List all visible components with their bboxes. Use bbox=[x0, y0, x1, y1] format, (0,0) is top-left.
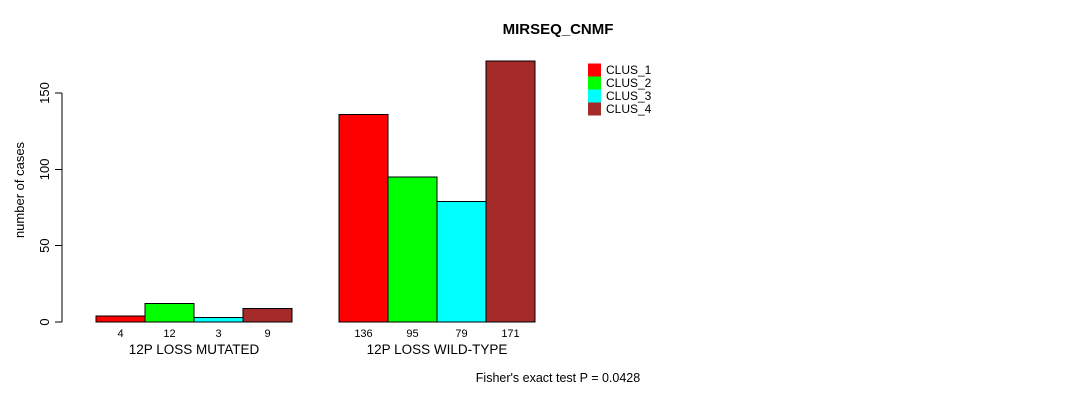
bar-value-label: 79 bbox=[455, 328, 467, 340]
plot-area: 0 50 100 150 4 12 3 9 12P LOSS MUTATED 136 95 79 171… bbox=[37, 60, 536, 357]
bar-value-label: 171 bbox=[501, 328, 519, 340]
bar-value-label: 4 bbox=[117, 328, 123, 340]
legend-swatch-CLUS_4 bbox=[588, 102, 601, 116]
bar-CLUS_1 bbox=[338, 113, 389, 323]
legend-label: CLUS_3 bbox=[606, 89, 652, 103]
bar-value-label: 12 bbox=[163, 328, 175, 340]
bar-CLUS_3 bbox=[436, 200, 487, 323]
bar-CLUS_4 bbox=[485, 60, 536, 323]
chart-title: MIRSEQ_CNMF bbox=[503, 21, 614, 38]
bar-CLUS_2 bbox=[144, 303, 195, 323]
bar-value-label: 9 bbox=[264, 328, 270, 340]
bar-value-label: 3 bbox=[215, 328, 221, 340]
legend-label: CLUS_2 bbox=[606, 76, 652, 90]
y-axis-title: number of cases bbox=[12, 141, 27, 238]
y-tick-label: 150 bbox=[37, 82, 52, 104]
fisher-note: Fisher's exact test P = 0.0428 bbox=[476, 371, 640, 385]
bar-value-label: 95 bbox=[406, 328, 418, 340]
bar-CLUS_1 bbox=[95, 315, 146, 323]
bar-value-label: 136 bbox=[354, 328, 372, 340]
bar-CLUS_3 bbox=[193, 316, 244, 323]
y-tick-label: 50 bbox=[37, 238, 52, 252]
bar-CLUS_4 bbox=[242, 307, 293, 323]
category-label: 12P LOSS MUTATED bbox=[129, 342, 260, 357]
legend-swatch-CLUS_1 bbox=[588, 63, 601, 77]
category-label: 12P LOSS WILD-TYPE bbox=[367, 342, 508, 357]
y-tick-label: 0 bbox=[37, 318, 52, 325]
legend-swatch-CLUS_2 bbox=[588, 76, 601, 90]
legend-label: CLUS_1 bbox=[606, 63, 652, 77]
bar-CLUS_2 bbox=[387, 176, 438, 323]
y-tick-label: 100 bbox=[37, 158, 52, 180]
legend-swatch-CLUS_3 bbox=[588, 89, 601, 103]
legend-label: CLUS_4 bbox=[606, 102, 652, 116]
